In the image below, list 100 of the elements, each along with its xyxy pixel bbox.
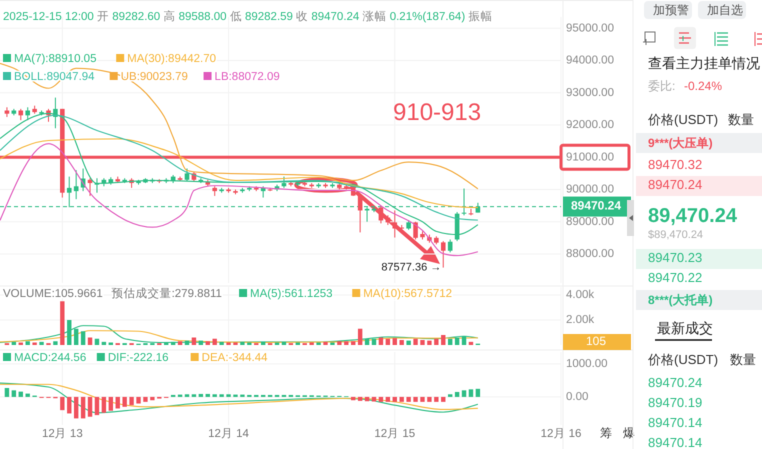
candlestick bbox=[358, 194, 362, 233]
bar bbox=[434, 338, 439, 345]
bar bbox=[212, 394, 217, 397]
candlestick bbox=[88, 178, 92, 196]
y-tick-label: 91000.00 bbox=[566, 151, 614, 164]
legend-label: MACD:244.56 bbox=[14, 352, 86, 364]
candlestick bbox=[74, 170, 78, 200]
bar bbox=[420, 340, 425, 345]
bar bbox=[60, 301, 65, 345]
text: 价格(USDT) bbox=[647, 112, 718, 127]
candlestick bbox=[448, 238, 452, 253]
x-tick-label: 12月 15 bbox=[374, 427, 416, 440]
bar bbox=[462, 390, 466, 397]
bar bbox=[143, 396, 148, 402]
y-tick-label: 1000.00 bbox=[566, 358, 608, 370]
text: 9***(大压单) bbox=[648, 136, 713, 150]
bar bbox=[53, 341, 58, 345]
bar bbox=[178, 341, 182, 345]
bar bbox=[4, 388, 10, 397]
legend-label: DIF:-222.16 bbox=[108, 352, 169, 364]
text: 数量 bbox=[728, 112, 754, 127]
bar bbox=[413, 338, 418, 345]
bar bbox=[392, 338, 397, 345]
text: 89470.19 bbox=[648, 395, 702, 410]
text: 89470.24 bbox=[648, 375, 702, 390]
text: -0.24% bbox=[684, 79, 722, 93]
annotation: 预估成交量:279.8811 bbox=[112, 286, 222, 300]
bar bbox=[337, 341, 342, 345]
bar bbox=[392, 396, 397, 402]
bar bbox=[192, 338, 196, 345]
bar bbox=[400, 340, 404, 345]
y-tick-label: 90000.00 bbox=[566, 184, 614, 196]
candlestick bbox=[386, 214, 390, 226]
candlestick bbox=[184, 168, 190, 182]
bar bbox=[116, 396, 120, 408]
candlestick bbox=[392, 210, 398, 238]
y-tick-label: 89000.00 bbox=[566, 216, 614, 228]
x-tick-label: 12月 16 bbox=[540, 427, 582, 440]
bar bbox=[129, 396, 134, 406]
text: 8***(大托单) bbox=[648, 293, 713, 307]
bar bbox=[476, 388, 480, 397]
bar bbox=[427, 396, 432, 402]
y-tick-label: 4.00k bbox=[566, 289, 594, 302]
bar bbox=[74, 396, 78, 418]
legend-label: MA(5):561.1253 bbox=[250, 288, 333, 300]
text: $89,470.24 bbox=[648, 229, 704, 241]
bar bbox=[468, 389, 474, 397]
bar bbox=[88, 338, 92, 345]
text: 加自选 bbox=[707, 3, 743, 17]
annotation: 910-913 bbox=[393, 99, 482, 126]
bar bbox=[364, 396, 370, 402]
bar bbox=[406, 396, 411, 402]
bar bbox=[94, 396, 100, 416]
bar bbox=[18, 392, 23, 397]
bar bbox=[434, 396, 439, 402]
bar bbox=[206, 341, 210, 345]
bar bbox=[108, 396, 114, 411]
bar bbox=[386, 338, 390, 345]
bar bbox=[136, 396, 141, 404]
line-series bbox=[0, 62, 478, 190]
text: 委比: bbox=[648, 79, 676, 93]
bar bbox=[219, 342, 224, 345]
text: 加预警 bbox=[653, 3, 689, 17]
bar bbox=[219, 394, 224, 397]
ref-line-label: 89470.24 bbox=[570, 198, 622, 213]
bar bbox=[192, 394, 196, 397]
text: 89470.14 bbox=[648, 435, 702, 449]
text: 最新成交 bbox=[657, 320, 713, 336]
bar bbox=[226, 394, 231, 397]
bar bbox=[206, 394, 210, 397]
text: 2025-12-15 12:00 开 89282.60 高 89588.00 低 89282.59 收 89470.24 涨幅 0.21%(187.64) 振幅 bbox=[3, 11, 492, 23]
bar bbox=[344, 341, 348, 345]
text: 89,470.24 bbox=[648, 205, 738, 227]
bar bbox=[122, 396, 127, 407]
bar bbox=[358, 396, 362, 401]
candlestick bbox=[4, 106, 10, 118]
bar bbox=[406, 340, 411, 345]
line-series bbox=[0, 330, 478, 344]
text: 89470.32 bbox=[648, 157, 702, 172]
candlestick bbox=[378, 205, 384, 224]
candlestick bbox=[212, 186, 218, 196]
bar bbox=[102, 342, 106, 345]
legend-label: MA(30):89442.70 bbox=[127, 53, 216, 65]
line-series bbox=[0, 143, 478, 256]
text: 价格(USDT) bbox=[647, 352, 718, 367]
text: 筹 bbox=[600, 426, 612, 440]
bar bbox=[378, 338, 384, 345]
bar bbox=[12, 390, 16, 397]
bar bbox=[39, 342, 44, 345]
legend-label: UB:90023.79 bbox=[120, 71, 188, 83]
candlestick bbox=[406, 220, 411, 230]
bar bbox=[351, 341, 356, 345]
bar bbox=[427, 340, 432, 345]
text: 数量 bbox=[730, 352, 756, 367]
bar bbox=[441, 396, 446, 402]
bar bbox=[351, 396, 356, 400]
text: 105 bbox=[586, 334, 606, 348]
bar bbox=[441, 335, 446, 345]
y-tick-label: 2.00k bbox=[566, 314, 594, 326]
annotation: VOLUME:105.9661 bbox=[3, 288, 103, 300]
